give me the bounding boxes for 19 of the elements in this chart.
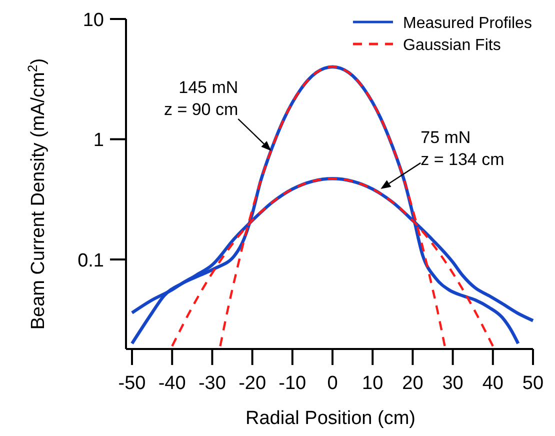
x-tick-label: 10 <box>362 373 384 394</box>
x-tick-label: 30 <box>442 373 464 394</box>
x-tick-label: -20 <box>238 373 266 394</box>
x-tick-label: 0 <box>327 373 338 394</box>
annotation: 145 mN z = 90 cm <box>164 78 238 119</box>
y-tick-label: 1 <box>93 130 104 152</box>
y-tick-label: 10 <box>82 10 104 31</box>
x-axis-title: Radial Position (cm) <box>246 408 416 429</box>
legend-label: Gaussian Fits <box>403 37 501 54</box>
legend-label: Measured Profiles <box>403 15 532 32</box>
x-tick-label: -50 <box>118 373 146 394</box>
x-tick-label: -10 <box>278 373 306 394</box>
y-tick-label: 0.1 <box>78 250 104 272</box>
x-tick-label: 50 <box>522 373 544 394</box>
x-tick-label: -30 <box>198 373 226 394</box>
annotation: 75 mN z = 134 cm <box>420 128 504 169</box>
x-tick-label: 20 <box>402 373 424 394</box>
x-tick-label: 40 <box>482 373 504 394</box>
x-tick-label: -40 <box>158 373 186 394</box>
